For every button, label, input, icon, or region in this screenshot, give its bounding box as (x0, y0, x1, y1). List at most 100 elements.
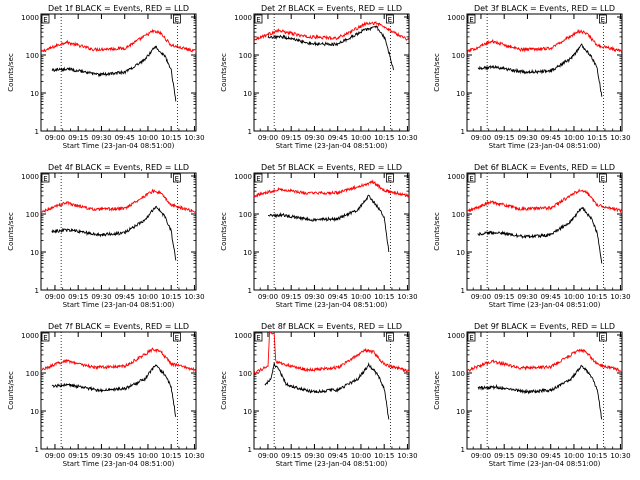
y-tick-label: 100 (26, 52, 39, 60)
x-tick-label: 10:30 (184, 452, 204, 460)
x-axis-label: Start Time (23-Jan-04 08:51:00) (489, 142, 601, 150)
x-tick-label: 10:15 (161, 134, 181, 142)
plot-frame (253, 172, 410, 291)
y-tick-label: 1 (248, 287, 252, 295)
x-tick-label: 10:15 (587, 293, 607, 301)
lld-rate-line (466, 348, 623, 373)
y-axis-label: Counts/sec (7, 371, 15, 410)
event-marker-box (41, 14, 50, 24)
event-rate-line (51, 205, 177, 261)
x-tick-label: 09:15 (494, 134, 514, 142)
panel-title: Det 7f BLACK = Events, RED = LLD (48, 322, 189, 331)
y-tick-label: 100 (239, 52, 252, 60)
plot-frame (40, 13, 197, 132)
x-axis-label: Start Time (23-Jan-04 08:51:00) (276, 142, 388, 150)
x-tick-label: 10:00 (351, 452, 371, 460)
x-tick-label: 09:30 (91, 293, 111, 301)
panel-title: Det 9f BLACK = Events, RED = LLD (474, 322, 615, 331)
y-tick-label: 1000 (21, 332, 39, 340)
x-tick-label: 10:30 (610, 293, 630, 301)
plot-frame (40, 331, 197, 450)
event-marker-box (172, 173, 181, 183)
x-tick-label: 09:45 (115, 452, 135, 460)
detector-panel: Det 1f BLACK = Events, RED = LLD 1 10 100 10… (7, 4, 205, 150)
detector-panel: Det 7f BLACK = Events, RED = LLD 1 10 100 10… (7, 322, 205, 468)
x-tick-label: 10:00 (138, 452, 158, 460)
y-tick-label: 10 (456, 249, 465, 257)
x-tick-label: 09:15 (494, 293, 514, 301)
y-axis-label: Counts/sec (220, 371, 228, 410)
event-marker-label: E (175, 16, 179, 24)
x-tick-label: 10:30 (184, 293, 204, 301)
x-tick-label: 09:00 (471, 134, 491, 142)
y-tick-label: 1000 (234, 173, 252, 181)
y-tick-label: 1000 (447, 14, 465, 22)
plot-frame (466, 172, 623, 291)
y-tick-label: 100 (452, 52, 465, 60)
x-tick-label: 09:00 (45, 134, 65, 142)
event-marker-box (41, 332, 50, 342)
x-tick-label: 09:00 (471, 293, 491, 301)
event-marker-label: E (43, 16, 47, 24)
x-tick-label: 09:30 (91, 452, 111, 460)
x-tick-label: 09:45 (541, 452, 561, 460)
x-tick-label: 09:00 (45, 293, 65, 301)
y-tick-label: 1000 (21, 173, 39, 181)
x-tick-label: 09:45 (328, 134, 348, 142)
event-marker-box (385, 332, 394, 342)
x-tick-label: 09:15 (281, 134, 301, 142)
y-tick-label: 1 (461, 446, 465, 454)
y-tick-label: 100 (239, 370, 252, 378)
x-tick-label: 10:30 (184, 134, 204, 142)
x-tick-label: 09:00 (258, 452, 278, 460)
x-tick-label: 09:45 (115, 134, 135, 142)
event-marker-box (467, 14, 476, 24)
x-tick-label: 09:30 (517, 134, 537, 142)
x-tick-label: 10:15 (374, 134, 394, 142)
panel-title: Det 4f BLACK = Events, RED = LLD (48, 163, 189, 172)
x-tick-label: 09:45 (328, 293, 348, 301)
x-tick-label: 09:30 (517, 452, 537, 460)
x-tick-label: 09:15 (494, 452, 514, 460)
y-axis-label: Counts/sec (220, 53, 228, 92)
x-tick-label: 09:15 (68, 293, 88, 301)
y-tick-label: 1 (461, 128, 465, 136)
detector-panel: Det 9f BLACK = Events, RED = LLD 1 10 100 10… (433, 322, 631, 468)
event-marker-box (172, 332, 181, 342)
x-tick-label: 10:00 (138, 134, 158, 142)
x-tick-label: 09:45 (115, 293, 135, 301)
event-marker-label: E (601, 175, 605, 183)
x-tick-label: 09:30 (517, 293, 537, 301)
detector-panel: Det 3f BLACK = Events, RED = LLD 1 10 100 10… (433, 4, 631, 150)
y-axis-label: Counts/sec (433, 53, 441, 92)
plot-frame (466, 331, 623, 450)
panel-title: Det 3f BLACK = Events, RED = LLD (474, 4, 615, 13)
y-tick-label: 100 (452, 211, 465, 219)
y-tick-label: 10 (243, 90, 252, 98)
x-axis-label: Start Time (23-Jan-04 08:51:00) (63, 460, 175, 468)
y-tick-label: 1 (248, 128, 252, 136)
y-tick-label: 10 (456, 408, 465, 416)
x-tick-label: 09:45 (328, 452, 348, 460)
detector-panel: Det 2f BLACK = Events, RED = LLD 1 10 100 10… (220, 4, 418, 150)
event-marker-box (254, 14, 263, 24)
x-tick-label: 09:15 (68, 134, 88, 142)
event-marker-box (385, 173, 394, 183)
x-tick-label: 10:30 (397, 293, 417, 301)
y-tick-label: 10 (243, 249, 252, 257)
panel-title: Det 2f BLACK = Events, RED = LLD (261, 4, 402, 13)
lld-rate-line (466, 188, 623, 214)
event-marker-label: E (256, 175, 260, 183)
lld-rate-line (466, 28, 623, 55)
lld-rate-line (253, 330, 410, 375)
x-tick-label: 10:15 (374, 452, 394, 460)
x-tick-label: 10:00 (351, 134, 371, 142)
y-tick-label: 10 (30, 408, 39, 416)
y-axis-label: Counts/sec (7, 53, 15, 92)
x-tick-label: 10:15 (161, 293, 181, 301)
y-tick-label: 100 (26, 370, 39, 378)
x-tick-label: 10:15 (587, 452, 607, 460)
detector-panel: Det 4f BLACK = Events, RED = LLD 1 10 100 10… (7, 163, 205, 309)
y-axis-label: Counts/sec (7, 212, 15, 251)
